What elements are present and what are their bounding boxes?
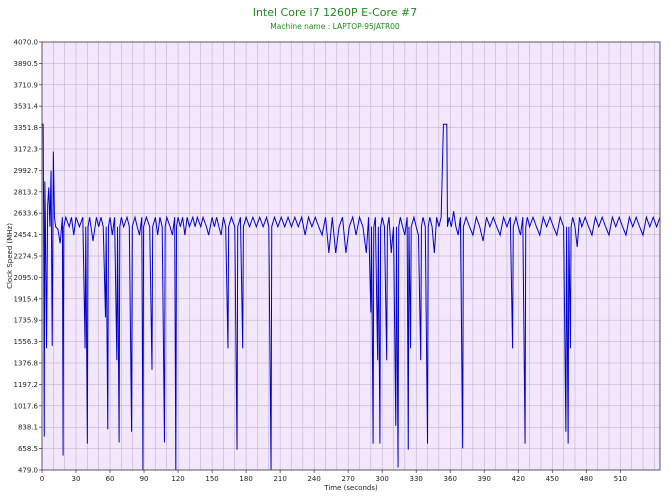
y-tick-label: 3890.5 [14,60,39,68]
x-tick-label: 300 [375,475,388,483]
x-tick-label: 60 [106,475,115,483]
y-tick-label: 658.5 [18,445,38,453]
y-tick-label: 2813.2 [14,188,39,196]
x-tick-label: 0 [40,475,44,483]
series-line-clock-speed [42,123,661,470]
y-tick-label: 1376.8 [14,359,39,367]
y-tick-label: 3351.8 [14,124,39,132]
x-tick-label: 150 [205,475,218,483]
y-tick-label: 2274.5 [14,253,39,261]
plot-frame [41,41,661,471]
y-axis-label: Clock Speed (MHz) [6,223,14,289]
y-tick-label: 1556.3 [14,338,39,346]
y-tick-label: 1197.2 [14,381,39,389]
y-tick-label: 838.1 [18,424,38,432]
y-tick-label: 3531.4 [14,103,39,111]
y-tick-label: 2633.6 [14,210,39,218]
x-tick-label: 270 [341,475,354,483]
x-axis-label: Time (seconds) [323,484,378,492]
x-tick-label: 240 [307,475,320,483]
y-tick-label: 2095.0 [14,274,39,282]
x-tick-label: 90 [140,475,149,483]
grid-lines [42,42,660,470]
x-tick-label: 360 [444,475,457,483]
x-tick-label: 420 [512,475,525,483]
chart-subtitle: Machine name : LAPTOP-95JATR00 [270,22,400,31]
y-tick-label: 1735.9 [14,317,39,325]
y-axis-ticks: 479.0 658.5 838.1 1017.6 1197.2 1376.8 1556.3 1… [14,39,42,475]
x-tick-label: 480 [580,475,593,483]
y-tick-label: 2992.7 [14,167,39,175]
y-tick-label: 3710.9 [14,81,39,89]
x-axis-ticks: 0 30 60 90 120 150 180 210 240 270 300 330 360 390 420… [40,470,627,483]
y-tick-label: 4070.0 [14,39,39,47]
y-tick-label: 1017.6 [14,402,39,410]
y-tick-label: 1915.4 [14,295,39,303]
x-tick-label: 30 [72,475,81,483]
chart-title: Intel Core i7 1260P E-Core #7 [253,6,418,19]
y-tick-label: 3172.3 [14,145,39,153]
x-tick-label: 390 [478,475,491,483]
x-tick-label: 210 [273,475,286,483]
x-tick-label: 120 [171,475,184,483]
x-tick-label: 330 [410,475,423,483]
y-tick-label: 479.0 [18,467,38,475]
y-tick-label: 2454.1 [14,231,39,239]
x-tick-label: 450 [546,475,559,483]
x-tick-label: 510 [614,475,627,483]
x-tick-label: 180 [239,475,252,483]
